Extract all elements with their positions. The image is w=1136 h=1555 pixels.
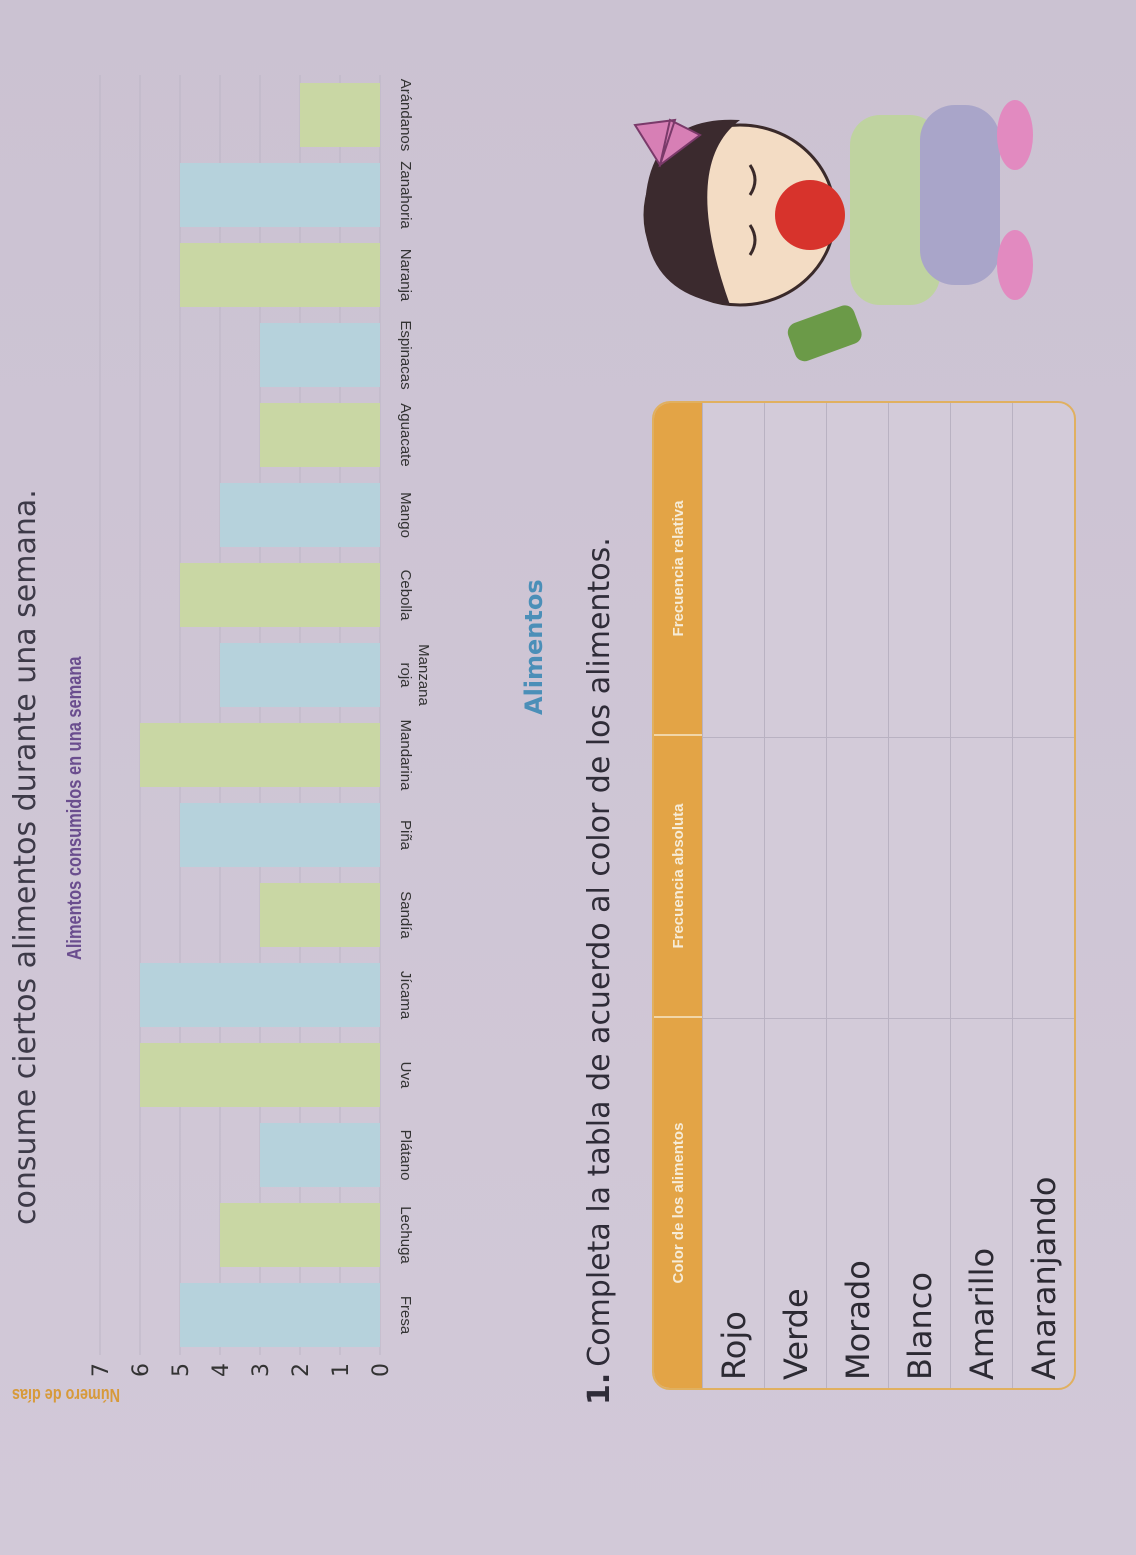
y-tick-label: 6 <box>129 1363 154 1377</box>
x-tick-label: Zanahoria <box>397 161 414 229</box>
bar <box>180 1283 380 1347</box>
exercise-instruction: 1. Completa la tabla de acuerdo al color … <box>582 537 617 1405</box>
girl-eating-apple-illustration <box>633 100 1033 362</box>
x-tick-label: Cebolla <box>397 569 414 621</box>
exercise-text: Completa la tabla de acuerdo al color de… <box>582 537 617 1367</box>
relative-frequency-cell[interactable] <box>889 403 950 737</box>
x-tick-label: Espinacas <box>397 320 414 390</box>
bar <box>260 323 380 387</box>
header-relative: Frecuencia relativa <box>669 500 687 637</box>
header-color: Color de los alimentos <box>654 1016 702 1388</box>
bar <box>220 643 380 707</box>
y-tick-label: 7 <box>89 1363 114 1377</box>
x-tick-label: Piña <box>397 819 414 851</box>
bar <box>180 563 380 627</box>
color-label: Anaranjando <box>1013 1018 1074 1388</box>
y-tick-label: 3 <box>249 1363 274 1377</box>
absolute-frequency-cell[interactable] <box>765 737 826 1018</box>
bar <box>140 963 380 1027</box>
absolute-frequency-cell[interactable] <box>703 737 764 1018</box>
bar <box>220 483 380 547</box>
x-axis-label: Alimentos <box>520 579 548 715</box>
color-label: Verde <box>765 1018 826 1388</box>
relative-frequency-cell[interactable] <box>765 403 826 737</box>
relative-frequency-cell[interactable] <box>1013 403 1074 737</box>
relative-frequency-cell[interactable] <box>951 403 1012 737</box>
table-header: Color de los alimentos Frecuencia absolu… <box>654 403 702 1388</box>
x-tick-label: Plátano <box>397 1129 414 1181</box>
bar <box>260 403 380 467</box>
color-label: Blanco <box>889 1018 950 1388</box>
y-tick-label: 1 <box>329 1363 354 1377</box>
x-tick-label: Fresa <box>397 1295 414 1335</box>
bar <box>300 83 380 147</box>
relative-frequency-cell[interactable] <box>703 403 764 737</box>
y-tick-label: 4 <box>209 1363 234 1377</box>
y-tick-label: 0 <box>369 1363 394 1377</box>
x-tick-label: Naranja <box>397 248 414 302</box>
absolute-frequency-cell[interactable] <box>889 737 950 1018</box>
header-absolute: Frecuencia absoluta <box>654 734 702 1016</box>
x-tick-label: Mandarina <box>397 719 414 791</box>
table-row: Morado <box>826 403 888 1388</box>
x-tick-label: Lechuga <box>397 1206 414 1264</box>
x-tick-label: Manzana roja <box>397 644 432 706</box>
y-tick-label: 2 <box>289 1363 314 1377</box>
bar <box>260 883 380 947</box>
absolute-frequency-cell[interactable] <box>827 737 888 1018</box>
x-tick-label: Arándanos <box>397 78 414 152</box>
table-row: Verde <box>764 403 826 1388</box>
y-tick-label: 5 <box>169 1363 194 1377</box>
x-tick-label: Uva <box>397 1061 414 1089</box>
bar-chart: 0 1 2 3 4 5 6 7 <box>89 75 394 1377</box>
bar <box>180 243 380 307</box>
x-tick-label: Mango <box>397 492 414 538</box>
color-label: Amarillo <box>951 1018 1012 1388</box>
y-axis-label: Número de días <box>11 1385 120 1405</box>
bar <box>260 1123 380 1187</box>
table-row: Blanco <box>888 403 950 1388</box>
frequency-table: Color de los alimentos Frecuencia absolu… <box>652 401 1076 1390</box>
x-tick-label: Jícama <box>397 970 414 1020</box>
bar <box>140 723 380 787</box>
bar <box>180 163 380 227</box>
table-row: Rojo <box>702 403 764 1388</box>
color-label: Morado <box>827 1018 888 1388</box>
relative-frequency-cell[interactable] <box>827 403 888 737</box>
exercise-number: 1. <box>582 1372 617 1405</box>
absolute-frequency-cell[interactable] <box>951 737 1012 1018</box>
x-tick-label: Sandía <box>397 891 414 939</box>
x-tick-label: Aguacate <box>397 403 414 467</box>
bar <box>220 1203 380 1267</box>
bar <box>140 1043 380 1107</box>
table-row: Anaranjando <box>1012 403 1074 1388</box>
absolute-frequency-cell[interactable] <box>1013 737 1074 1018</box>
table-row: Amarillo <box>950 403 1012 1388</box>
bar <box>180 803 380 867</box>
color-label: Rojo <box>703 1018 764 1388</box>
